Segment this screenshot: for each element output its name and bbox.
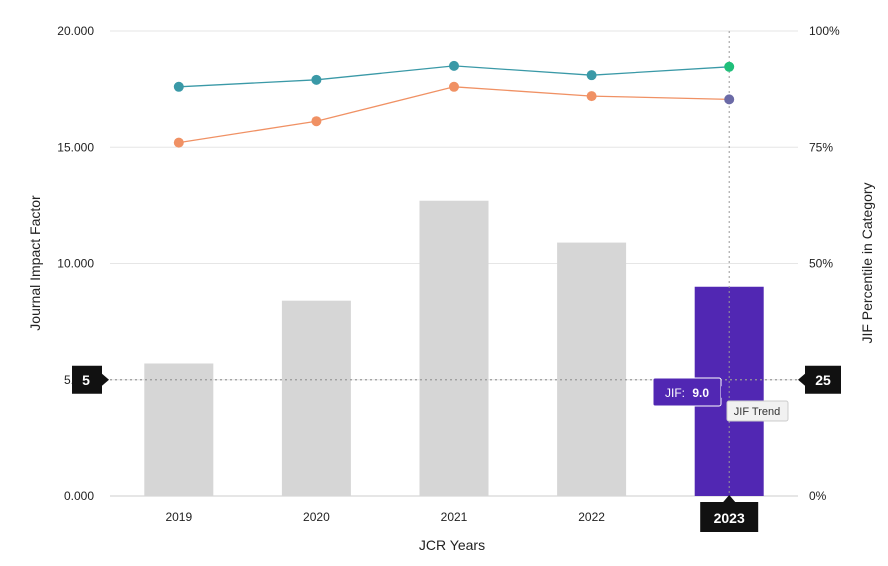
series-line-2 [178,86,730,144]
x-callout-pointer [723,495,736,502]
x-selected-callout [700,502,759,532]
y2-axis-title: JIF Percentile in Category [859,182,875,343]
left-value-label: 5 [82,372,90,388]
series-1-point[interactable] [449,60,459,71]
bar-2020[interactable] [281,300,351,496]
y-axis-title: Journal Impact Factor [27,195,43,331]
y2-tick-label: 100% [809,24,840,38]
x-tick-label: 2020 [303,510,330,524]
x-tick-label: 2021 [441,510,468,524]
series-1-point[interactable] [586,70,597,81]
series-1-point[interactable] [173,81,184,92]
series-2-point[interactable] [449,81,459,92]
right-value-label: 25 [815,372,831,388]
series-2-point[interactable] [173,137,184,148]
jif-tooltip-label: JIF: [665,386,688,400]
jif-trend-label: JIF Trend [734,406,780,418]
series-2-point[interactable] [311,116,322,127]
series-1-point[interactable] [724,61,735,72]
y-tick-label: 10.000 [57,257,94,271]
y-tick-label: 15.000 [57,140,94,154]
y2-tick-label: 0% [809,489,827,503]
y2-tick-label: 75% [809,140,833,154]
y-tick-label: 20.000 [57,24,94,38]
y2-tick-label: 50% [809,257,833,271]
series-2-point[interactable] [586,91,597,102]
x-selected-label: 2023 [714,510,745,526]
series-1-point[interactable] [311,74,322,85]
left-value-callout [72,365,102,394]
jif-tooltip-text: JIF: 9.0 [665,386,709,400]
jif-trend-box [726,400,789,422]
jif-tooltip-value: 9.0 [692,386,709,400]
right-callout-pointer [798,373,805,386]
right-value-callout [805,365,841,394]
y-tick-label: 0.000 [64,489,94,503]
x-tick-label: 2019 [165,510,192,524]
bar-2021[interactable] [419,200,489,496]
jif-tooltip-pointer [721,386,727,398]
left-callout-pointer [102,373,109,386]
bar-2019[interactable] [144,363,214,496]
x-axis-title: JCR Years [419,537,485,553]
series-2-point[interactable] [724,94,735,105]
x-tick-label: 2022 [578,510,605,524]
bar-2022[interactable] [557,242,627,496]
